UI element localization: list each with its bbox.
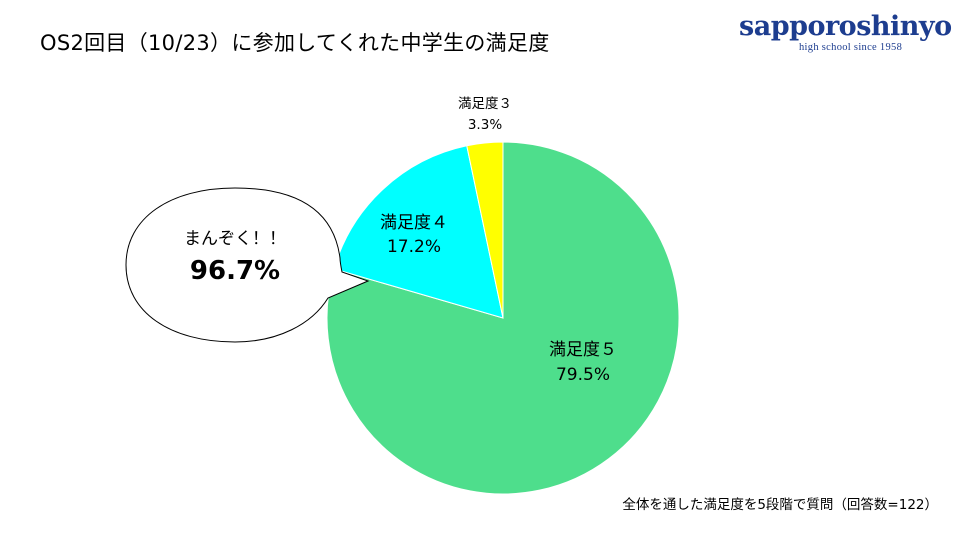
slice-value-1: 79.5% xyxy=(556,365,610,385)
callout-bubble: まんぞく！！ 96.7% xyxy=(125,187,370,343)
slice-label-3: 満足度３ xyxy=(458,96,512,112)
footnote: 全体を通した満足度を5段階で質問（回答数=122） xyxy=(622,497,938,513)
slice-value-3: 3.3% xyxy=(468,117,502,133)
pie-slices xyxy=(326,141,680,495)
pie-slice-2 xyxy=(333,145,504,319)
logo: sapporoshinyo high school since 1958 xyxy=(739,11,952,54)
logo-tagline: high school since 1958 xyxy=(799,42,903,53)
slice-label-2: 満足度４ xyxy=(380,213,448,233)
pie-slice-3 xyxy=(466,141,504,319)
slice-value-2: 17.2% xyxy=(387,237,441,257)
callout-line2: 96.7% xyxy=(190,256,280,286)
logo-wordmark: sapporoshinyo xyxy=(739,11,952,42)
slice-label-1: 満足度５ xyxy=(549,340,617,360)
page-title: OS2回目（10/23）に参加してくれた中学生の満足度 xyxy=(40,31,550,55)
callout-line1: まんぞく！！ xyxy=(184,229,286,249)
pie-labels: 満足度５ 79.5% 満足度４ 17.2% 満足度３ 3.3% xyxy=(380,96,617,385)
callout-shape xyxy=(125,187,370,343)
